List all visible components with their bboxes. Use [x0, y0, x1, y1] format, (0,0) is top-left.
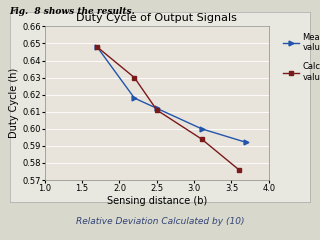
Measured
value — [95, 45, 99, 48]
Line: Measured
value: Measured value — [95, 44, 249, 145]
Calculated
value — [95, 45, 99, 48]
Line: Calculated
value: Calculated value — [95, 44, 241, 172]
Measured
value — [244, 141, 248, 144]
Calculated
value — [200, 138, 204, 140]
Y-axis label: Duty Cycle (h): Duty Cycle (h) — [9, 68, 19, 138]
Legend: Measured
value, Calculated
value: Measured value, Calculated value — [280, 30, 320, 84]
Calculated
value — [155, 108, 159, 111]
Text: Relative Deviation Calculated by (10): Relative Deviation Calculated by (10) — [76, 217, 244, 227]
X-axis label: Sensing distance (b): Sensing distance (b) — [107, 196, 207, 206]
Measured
value — [200, 127, 204, 130]
Measured
value — [132, 97, 136, 100]
Text: Fig.  8 shows the results.: Fig. 8 shows the results. — [10, 7, 135, 16]
Calculated
value — [132, 76, 136, 79]
Calculated
value — [237, 168, 241, 171]
Measured
value — [155, 107, 159, 110]
Title: Duty Cycle of Output Signals: Duty Cycle of Output Signals — [76, 13, 237, 23]
